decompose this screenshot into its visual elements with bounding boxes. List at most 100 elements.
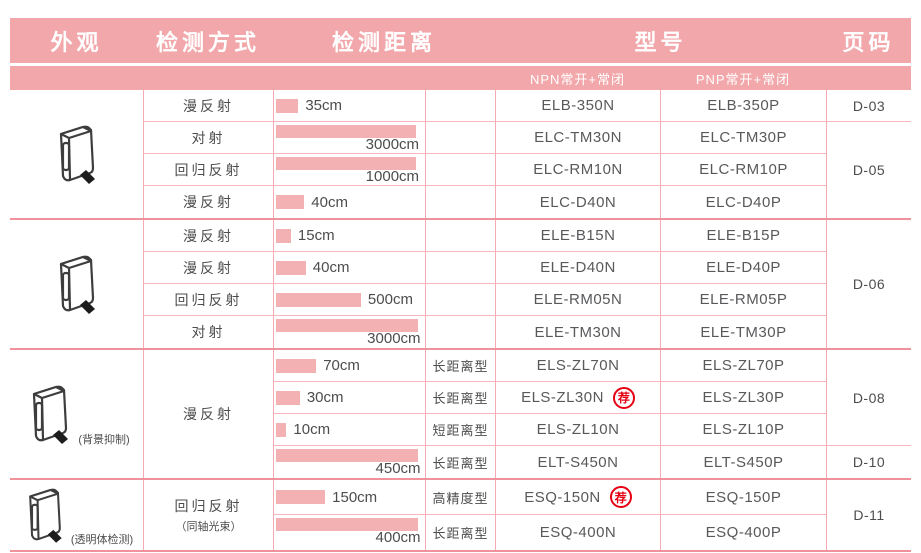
pnp-model-cell: ESQ-150P xyxy=(660,480,826,515)
page-cell: D-08 xyxy=(826,350,911,446)
model-number: ELT-S450P xyxy=(703,453,784,471)
distance-bar xyxy=(276,260,306,275)
appearance-cell: (背景抑制) xyxy=(10,350,143,478)
distance-bar xyxy=(276,390,300,405)
pnp-model-cell: ESQ-400P xyxy=(660,515,826,550)
header-method: 检测方式 xyxy=(155,29,260,55)
pnp-model-cell: ELC-D40P xyxy=(660,186,826,218)
product-group-ele: 漫反射 漫反射 回归反射 对射 15cm 40cm 500cm 3000cm xyxy=(10,218,911,348)
method-cell: 对射 xyxy=(143,122,273,154)
distance-bar xyxy=(276,228,291,243)
type-cell: 长距离型 xyxy=(425,382,495,414)
sensor-icon xyxy=(59,125,96,186)
model-number: ESQ-150N xyxy=(524,488,601,506)
method-sublabel: （同轴光束） xyxy=(175,521,242,533)
npn-model-cell: ELS-ZL70N xyxy=(495,350,660,382)
method-cell: 漫反射 xyxy=(143,186,273,218)
npn-model-cell: ELB-350N xyxy=(495,90,660,122)
model-number: ELC-RM10P xyxy=(699,161,788,178)
distance-label: 450cm xyxy=(375,460,421,477)
page-cell: D-06 xyxy=(826,220,911,348)
model-number: ELS-ZL30N xyxy=(521,389,604,406)
model-number: ESQ-400N xyxy=(539,524,617,541)
method-cell: 漫反射 xyxy=(143,220,273,252)
model-number: ESQ-150P xyxy=(705,488,782,506)
method-label: 漫反射 xyxy=(183,406,234,422)
sensor-icon xyxy=(59,255,96,316)
distance-label: 40cm xyxy=(312,259,350,276)
pnp-model-cell: ELS-ZL30P xyxy=(660,382,826,414)
distance-label: 10cm xyxy=(293,421,331,438)
method-cell: 对射 xyxy=(143,316,273,348)
recommended-stamp: 荐 xyxy=(612,386,635,409)
distance-bar xyxy=(276,490,326,504)
pnp-model-cell: ELS-ZL70P xyxy=(660,350,826,382)
npn-model-cell: ELT-S450N xyxy=(495,446,660,478)
distance-label: 150cm xyxy=(332,488,378,506)
distance-cell: 40cm xyxy=(273,186,425,218)
model-number: ELE-B15N xyxy=(540,227,616,244)
distance-bar xyxy=(276,195,305,209)
pnp-model-cell: ELB-350P xyxy=(660,90,826,122)
pnp-model-cell: ELC-TM30P xyxy=(660,122,826,154)
distance-cell: 15cm xyxy=(273,220,425,252)
distance-bar xyxy=(276,292,361,307)
model-number: ELS-ZL30P xyxy=(702,389,785,406)
distance-cell: 70cm xyxy=(273,350,425,382)
model-number: ELS-ZL70N xyxy=(536,357,620,374)
model-number: ELE-RM05P xyxy=(699,291,788,308)
sensor-icon xyxy=(28,488,63,544)
distance-label: 15cm xyxy=(297,227,335,244)
sensor-selection-table: 外观 检测方式 检测距离 型号 页码 NPN常开+常闭 PNP常开+常闭 漫反射… xyxy=(10,18,911,552)
model-number: ELE-D40P xyxy=(706,259,781,276)
method-cell: 漫反射 xyxy=(143,350,273,478)
distance-bar xyxy=(276,422,287,437)
pnp-model-cell: ELS-ZL10P xyxy=(660,414,826,446)
distance-label: 35cm xyxy=(305,97,343,114)
pnp-model-cell: ELC-RM10P xyxy=(660,154,826,186)
npn-model-cell: ELS-ZL30N 荐 xyxy=(495,382,660,414)
distance-cell: 40cm xyxy=(273,252,425,284)
distance-cell: 450cm xyxy=(273,446,425,478)
pnp-model-cell: ELT-S450P xyxy=(660,446,826,478)
subheader-npn: NPN常开+常闭 xyxy=(529,71,626,87)
method-cell: 漫反射 xyxy=(143,252,273,284)
distance-bar xyxy=(276,98,299,113)
model-number: ELB-350P xyxy=(707,97,780,114)
model-number: ELS-ZL70P xyxy=(702,357,785,374)
type-cell xyxy=(425,90,495,122)
model-number: ESQ-400P xyxy=(705,524,782,541)
distance-bar xyxy=(276,319,418,332)
header-model: 型号 xyxy=(634,29,687,55)
distance-bar xyxy=(276,518,418,531)
distance-bar xyxy=(276,157,417,170)
model-number: ELC-RM10N xyxy=(533,161,623,178)
appearance-caption: (透明体检测) xyxy=(70,533,134,546)
distance-bar xyxy=(276,125,417,138)
distance-label: 400cm xyxy=(375,529,421,546)
distance-cell: 3000cm xyxy=(273,122,425,154)
type-cell xyxy=(425,284,495,316)
type-cell xyxy=(425,252,495,284)
header-page: 页码 xyxy=(842,29,895,55)
distance-cell: 1000cm xyxy=(273,154,425,186)
type-cell xyxy=(425,186,495,218)
distance-cell: 30cm xyxy=(273,382,425,414)
npn-model-cell: ELC-D40N xyxy=(495,186,660,218)
distance-cell: 150cm xyxy=(273,480,425,515)
type-cell: 长距离型 xyxy=(425,446,495,478)
distance-bar xyxy=(276,449,418,462)
distance-label: 1000cm xyxy=(365,168,420,185)
type-cell: 长距离型 xyxy=(425,350,495,382)
distance-label: 3000cm xyxy=(365,136,420,153)
sensor-icon xyxy=(33,385,70,446)
type-cell xyxy=(425,154,495,186)
npn-model-cell: ELE-TM30N xyxy=(495,316,660,348)
distance-label: 70cm xyxy=(323,357,360,374)
model-number: ELT-S450N xyxy=(537,453,619,471)
model-number: ELE-TM30N xyxy=(534,323,622,341)
appearance-caption: (背景抑制) xyxy=(78,433,130,446)
distance-cell: 400cm xyxy=(273,515,425,550)
model-number: ELC-D40P xyxy=(705,193,782,211)
